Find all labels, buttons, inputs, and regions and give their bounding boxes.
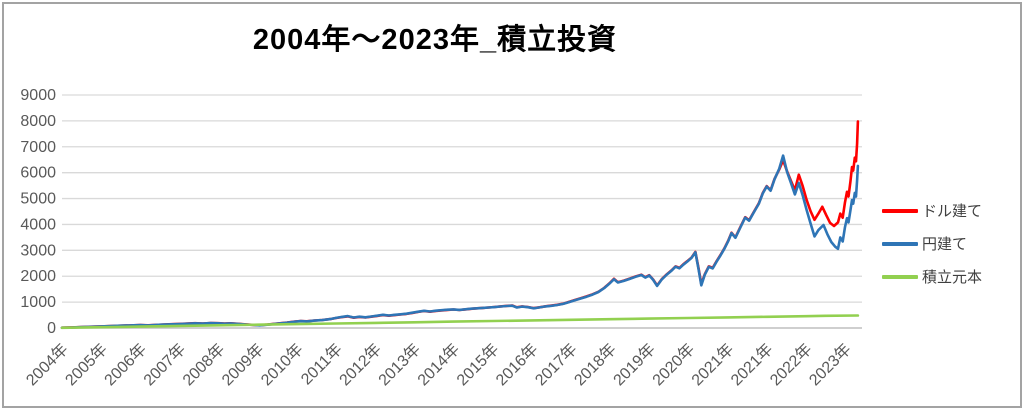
legend-item-1: 円建て (882, 227, 1012, 260)
x-axis-tick-label: 2019年 (610, 340, 659, 389)
x-axis-tick-label: 2021年 (688, 340, 737, 389)
legend-label: 円建て (922, 236, 968, 253)
x-axis-tick-label: 2014年 (414, 340, 463, 389)
x-axis-tick-label: 2020年 (649, 340, 698, 389)
x-axis-tick-label: 2011年 (297, 340, 345, 388)
x-axis-tick-label: 2007年 (140, 340, 189, 389)
x-axis-tick-label: 2018年 (571, 340, 620, 389)
legend-item-0: ドル建て (882, 194, 1012, 227)
x-axis-tick-label: 2010年 (258, 340, 307, 389)
x-axis-tick-label: 2021年 (727, 340, 776, 389)
chart-title: 2004年～2023年_積立投資 (252, 24, 618, 56)
legend-swatch-icon (882, 274, 918, 279)
x-axis-tick-label: 2012年 (336, 340, 385, 389)
y-axis-tick-label: 4000 (20, 216, 56, 233)
legend-item-2: 積立元本 (882, 260, 1012, 293)
x-axis-tick-label: 2008年 (179, 340, 228, 389)
x-axis-tick-label: 2006年 (101, 340, 150, 389)
x-axis-tick-label: 2022年 (766, 340, 815, 389)
legend-label: 積立元本 (922, 269, 983, 286)
y-axis-tick-label: 6000 (20, 165, 56, 182)
x-axis-tick-label: 2023年 (806, 340, 855, 389)
x-axis-tick-label: 2004年 (23, 340, 72, 389)
legend-label: ドル建て (922, 203, 983, 220)
x-axis-tick-label: 2016年 (492, 340, 541, 389)
x-axis-tick-label: 2013年 (375, 340, 424, 389)
chart-legend: ドル建て円建て積立元本 (882, 194, 1012, 293)
x-axis-tick-label: 2009年 (218, 340, 267, 389)
y-axis-tick-label: 7000 (20, 139, 56, 156)
legend-swatch-icon (882, 241, 918, 246)
y-axis-tick-label: 2000 (20, 268, 56, 285)
series-line-2 (60, 314, 860, 330)
y-axis-tick-label: 8000 (20, 113, 56, 130)
y-axis-tick-label: 3000 (20, 242, 56, 259)
x-axis-tick-label: 2017年 (532, 340, 581, 389)
y-axis-tick-label: 9000 (20, 87, 56, 104)
y-axis-tick-label: 0 (47, 320, 56, 337)
y-axis-tick-label: 1000 (20, 294, 56, 311)
y-axis-tick-label: 5000 (20, 191, 56, 208)
x-axis-tick-label: 2005年 (62, 340, 111, 389)
x-axis-tick-label: 2015年 (453, 340, 502, 389)
legend-swatch-icon (882, 208, 918, 213)
